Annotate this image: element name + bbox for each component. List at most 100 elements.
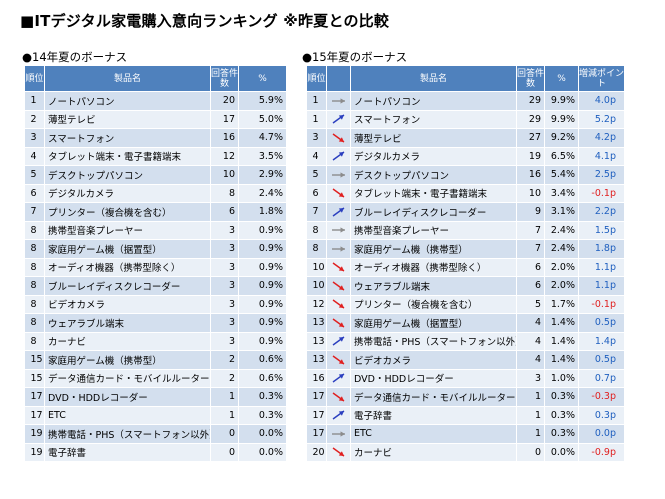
product-name-cell: ビデオカメラ	[350, 350, 517, 370]
rank-cell: 12	[306, 295, 327, 314]
count-cell: 1	[516, 387, 545, 407]
percent-cell: 0.3%	[544, 424, 579, 444]
product-name-cell: プリンター（複合機を含む）	[350, 295, 517, 314]
percent-cell: 0.0%	[544, 443, 579, 462]
percent-cell: 0.9%	[238, 258, 287, 277]
header-count: 回答件数	[516, 65, 545, 92]
change-points-cell: 1.8p	[578, 239, 625, 259]
product-name-cell: ノートパソコン	[44, 91, 211, 111]
trend-cell	[326, 147, 351, 166]
trend-cell	[326, 424, 351, 444]
product-name-cell: ウェアラブル端末	[44, 313, 211, 333]
product-name-cell: データ通信カード・モバイルルーター	[350, 387, 517, 407]
trend-cell	[326, 387, 351, 407]
count-cell: 3	[210, 221, 239, 240]
product-name-cell: 電子辞書	[44, 443, 211, 462]
change-points-cell: 4.0p	[578, 91, 625, 111]
rank-cell: 20	[306, 443, 327, 462]
rank-cell: 8	[24, 313, 45, 333]
table-row: 8 ウェアラブル端末 3 0.9%	[24, 313, 287, 333]
rank-cell: 1	[306, 110, 327, 129]
count-cell: 4	[516, 332, 545, 351]
arrow-down-icon	[332, 188, 344, 198]
table-row: 8 ブルーレイディスクレコーダー 3 0.9%	[24, 276, 287, 296]
arrow-right-icon	[331, 98, 345, 104]
percent-cell: 0.9%	[238, 295, 287, 314]
count-cell: 1	[210, 387, 239, 407]
arrow-up-icon	[332, 410, 344, 420]
percent-cell: 5.9%	[238, 91, 287, 111]
trend-cell	[326, 91, 351, 111]
table-row: 2 薄型テレビ 17 5.0%	[24, 110, 287, 129]
rank-cell: 4	[24, 147, 45, 166]
rank-cell: 6	[306, 184, 327, 203]
product-name-cell: スマートフォン	[350, 110, 517, 129]
table-row: 13 携帯電話・PHS（スマートフォン以外） 4 1.4% 1.4p	[306, 332, 625, 351]
change-points-cell: 0.0p	[578, 424, 625, 444]
count-cell: 10	[210, 165, 239, 185]
product-name-cell: スマートフォン	[44, 128, 211, 148]
rank-cell: 13	[306, 332, 327, 351]
change-points-cell: 2.5p	[578, 165, 625, 185]
table-row: 17 ETC 1 0.3%	[24, 406, 287, 425]
change-points-cell: -0.1p	[578, 184, 625, 203]
trend-cell	[326, 239, 351, 259]
change-points-cell: 1.5p	[578, 221, 625, 240]
product-name-cell: 家庭用ゲーム機（携帯型）	[44, 350, 211, 370]
rank-cell: 19	[24, 424, 45, 444]
table-row: 6 デジタルカメラ 8 2.4%	[24, 184, 287, 203]
count-cell: 1	[516, 424, 545, 444]
percent-cell: 2.0%	[544, 276, 579, 296]
count-cell: 6	[210, 202, 239, 222]
trend-cell	[326, 332, 351, 351]
trend-cell	[326, 128, 351, 148]
change-points-cell: 4.2p	[578, 128, 625, 148]
percent-cell: 3.5%	[238, 147, 287, 166]
rank-cell: 10	[306, 276, 327, 296]
percent-cell: 2.0%	[544, 258, 579, 277]
count-cell: 3	[210, 276, 239, 296]
table-row: 15 データ通信カード・モバイルルーター 2 0.6%	[24, 369, 287, 388]
product-name-cell: オーディオ機器（携帯型除く）	[350, 258, 517, 277]
rank-cell: 1	[306, 91, 327, 111]
product-name-cell: 携帯型音楽プレーヤー	[350, 221, 517, 240]
product-name-cell: ノートパソコン	[350, 91, 517, 111]
header-percent: %	[544, 65, 579, 92]
count-cell: 29	[516, 110, 545, 129]
count-cell: 3	[516, 369, 545, 388]
arrow-down-icon	[332, 281, 344, 291]
header-product-name: 製品名	[44, 65, 211, 92]
rank-cell: 15	[24, 350, 45, 370]
rank-cell: 15	[24, 369, 45, 388]
arrow-down-icon	[332, 392, 344, 402]
count-cell: 3	[210, 295, 239, 314]
count-cell: 0	[210, 424, 239, 444]
table-row: 7 プリンター（複合機を含む） 6 1.8%	[24, 202, 287, 222]
percent-cell: 1.4%	[544, 350, 579, 370]
table-row: 3 薄型テレビ 27 9.2% 4.2p	[306, 128, 625, 148]
product-name-cell: プリンター（複合機を含む）	[44, 202, 211, 222]
header-rank: 順位	[24, 65, 45, 92]
header-trend	[326, 65, 351, 92]
percent-cell: 2.4%	[544, 239, 579, 259]
arrow-down-icon	[332, 299, 344, 309]
percent-cell: 0.3%	[238, 406, 287, 425]
table-row: 13 ビデオカメラ 4 1.4% 0.5p	[306, 350, 625, 370]
table-row: 8 家庭用ゲーム機（携帯型） 7 2.4% 1.8p	[306, 239, 625, 259]
percent-cell: 0.6%	[238, 369, 287, 388]
percent-cell: 3.1%	[544, 202, 579, 222]
table-row: 4 タブレット端末・電子書籍端末 12 3.5%	[24, 147, 287, 166]
table-row: 1 スマートフォン 29 9.9% 5.2p	[306, 110, 625, 129]
count-cell: 0	[210, 443, 239, 462]
table-row: 19 携帯電話・PHS（スマートフォン以外） 0 0.0%	[24, 424, 287, 444]
percent-cell: 0.3%	[544, 387, 579, 407]
table-row: 6 タブレット端末・電子書籍端末 10 3.4% -0.1p	[306, 184, 625, 203]
product-name-cell: カーナビ	[350, 443, 517, 462]
count-cell: 29	[516, 91, 545, 111]
arrow-down-icon	[332, 133, 344, 143]
ranking-table-2015-body: 1 ノートパソコン 29 9.9% 4.0p 1 スマートフォン 29 9.9% 5.2p 3 薄型テ…	[306, 91, 625, 462]
rank-cell: 10	[306, 258, 327, 277]
count-cell: 2	[210, 350, 239, 370]
table-row: 13 家庭用ゲーム機（据置型） 4 1.4% 0.5p	[306, 313, 625, 333]
table-header-row: 順位 製品名 回答件数 % 増減ポイント	[306, 65, 625, 92]
